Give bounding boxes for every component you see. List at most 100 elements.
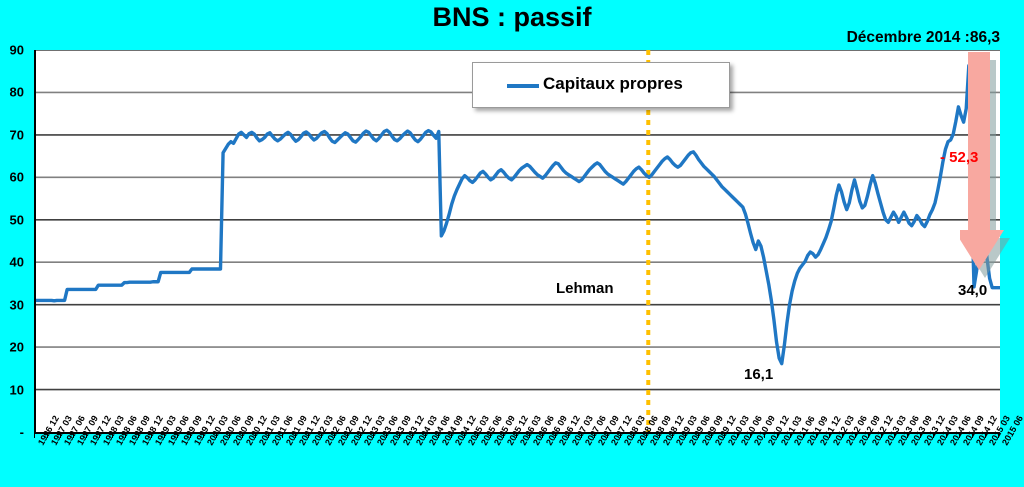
x-axis-tick (86, 432, 88, 438)
x-axis-tick (489, 432, 491, 438)
x-axis-tick (945, 432, 947, 438)
capitaux-propres-line (36, 64, 1000, 366)
x-axis: 1996 12 1997 03 1997 06 1997 09 1997 12 1998 … (34, 414, 1024, 487)
x-axis-tick (320, 432, 322, 438)
x-axis-tick (672, 432, 674, 438)
x-axis-tick (594, 432, 596, 438)
legend-label: Capitaux propres (543, 74, 683, 93)
x-axis-tick (724, 432, 726, 438)
y-axis: - 10 20 30 40 50 60 70 80 90 (0, 43, 30, 440)
x-axis-tick (411, 432, 413, 438)
x-axis-tick (190, 432, 192, 438)
x-axis-tick (359, 432, 361, 438)
x-axis-tick (568, 432, 570, 438)
x-axis-tick (255, 432, 257, 438)
x-axis-tick (450, 432, 452, 438)
x-axis-tick (685, 432, 687, 438)
page-title: BNS : passif (432, 2, 592, 32)
gridlines (36, 50, 1000, 391)
x-axis-tick (854, 432, 856, 438)
x-axis-tick (177, 432, 179, 438)
x-axis-tick (633, 432, 635, 438)
x-axis-tick (815, 432, 817, 438)
x-axis-tick (216, 432, 218, 438)
x-axis-tick (73, 432, 75, 438)
x-axis-tick (242, 432, 244, 438)
x-axis-tick (646, 432, 648, 438)
x-axis-tick (424, 432, 426, 438)
annotation-lehman: Lehman (556, 280, 614, 297)
x-axis-tick (906, 432, 908, 438)
y-tick-label: 50 (9, 212, 24, 228)
x-axis-tick (698, 432, 700, 438)
x-axis-tick (437, 432, 439, 438)
december-value-annotation: Décembre 2014 :86,3 (846, 29, 1000, 46)
x-axis-tick (763, 432, 765, 438)
x-axis-tick (659, 432, 661, 438)
x-axis-tick (502, 432, 504, 438)
x-axis-tick (529, 432, 531, 438)
x-axis-tick (333, 432, 335, 438)
x-axis-tick (138, 432, 140, 438)
series-chart (36, 50, 1000, 432)
annotation-minimum: 16,1 (744, 366, 774, 383)
annotation-delta: - 52,3 (940, 149, 979, 166)
x-axis-tick (99, 432, 101, 438)
x-axis-tick (125, 432, 127, 438)
x-axis-tick (841, 432, 843, 438)
x-axis-tick (281, 432, 283, 438)
x-axis-tick (737, 432, 739, 438)
y-tick-label: 70 (9, 127, 24, 143)
x-axis-tick (372, 432, 374, 438)
y-tick-label: 90 (9, 42, 24, 58)
x-axis-tick (398, 432, 400, 438)
legend-color-swatch (507, 84, 539, 88)
x-axis-tick (711, 432, 713, 438)
x-axis-tick (581, 432, 583, 438)
x-axis-tick (151, 432, 153, 438)
x-axis-tick (932, 432, 934, 438)
x-axis-tick (607, 432, 609, 438)
x-axis-tick (307, 432, 309, 438)
y-tick-label: 80 (9, 84, 24, 100)
y-tick-label: - (19, 424, 24, 440)
x-axis-tick (828, 432, 830, 438)
y-tick-label: 40 (9, 254, 24, 270)
x-axis-tick (998, 432, 999, 438)
x-axis-tick (750, 432, 752, 438)
x-axis-tick (867, 432, 869, 438)
x-axis-tick (47, 432, 49, 438)
x-axis-tick (203, 432, 205, 438)
x-axis-tick (476, 432, 478, 438)
x-axis-tick (802, 432, 804, 438)
x-axis-tick (60, 432, 62, 438)
y-tick-label: 60 (9, 169, 24, 185)
x-axis-tick (984, 432, 986, 438)
y-tick-label: 10 (9, 382, 24, 398)
x-axis-tick (516, 432, 517, 438)
y-tick-label: 30 (9, 297, 24, 313)
annotation-last-value: 34,0 (958, 282, 988, 299)
x-axis-tick (620, 432, 622, 438)
x-axis-tick (555, 432, 557, 438)
x-axis-tick (229, 432, 231, 438)
x-axis-tick (346, 432, 348, 438)
x-axis-tick (34, 432, 35, 438)
x-axis-tick (268, 432, 270, 438)
x-axis-tick (542, 432, 544, 438)
x-axis-tick (880, 432, 882, 438)
x-axis-tick (919, 432, 921, 438)
x-axis-tick (463, 432, 465, 438)
x-axis-tick (385, 432, 387, 438)
x-axis-tick (971, 432, 973, 438)
x-axis-tick (294, 432, 296, 438)
x-axis-tick (893, 432, 895, 438)
legend: Capitaux propres (472, 62, 730, 108)
x-axis-tick (958, 432, 960, 438)
x-axis-tick (164, 432, 166, 438)
x-axis-tick (112, 432, 114, 438)
y-tick-label: 20 (9, 339, 24, 355)
x-axis-tick (776, 432, 778, 438)
x-axis-tick (789, 432, 791, 438)
